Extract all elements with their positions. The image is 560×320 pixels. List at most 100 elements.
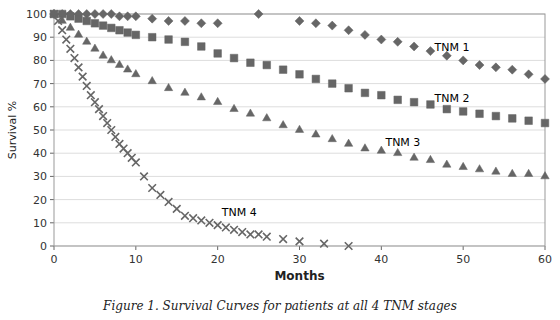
tick-label: 20 — [33, 194, 47, 207]
point — [99, 112, 107, 120]
point — [99, 22, 107, 30]
point — [344, 139, 352, 146]
tick-label: 40 — [33, 147, 47, 160]
point — [91, 44, 99, 51]
point — [75, 64, 83, 72]
point — [148, 14, 157, 23]
annotation: TNM 1 — [434, 41, 470, 54]
point — [295, 125, 303, 132]
point — [180, 16, 189, 25]
tick-label: 70 — [33, 78, 47, 91]
point — [197, 93, 205, 100]
point — [124, 29, 132, 37]
point — [361, 144, 369, 151]
tick-label: 100 — [26, 8, 47, 21]
point — [83, 82, 91, 90]
point — [378, 91, 386, 99]
tick-label: 60 — [538, 253, 552, 266]
point — [206, 219, 214, 227]
tick-label: 50 — [456, 253, 470, 266]
point — [181, 38, 189, 46]
point — [443, 160, 451, 167]
point — [230, 54, 238, 62]
y-axis-label: Survival % — [6, 101, 19, 159]
point — [541, 172, 549, 179]
point — [393, 37, 402, 46]
point — [492, 167, 500, 174]
point — [230, 226, 238, 234]
tick-label: 10 — [129, 253, 143, 266]
point — [312, 75, 320, 83]
point — [164, 83, 172, 90]
point — [107, 24, 115, 32]
point — [58, 26, 66, 34]
tick — [299, 246, 300, 250]
point — [410, 153, 418, 160]
point — [279, 235, 287, 243]
point — [410, 98, 418, 106]
point — [255, 231, 263, 239]
tick-label: 0 — [40, 240, 47, 253]
point — [116, 26, 124, 34]
point — [181, 212, 189, 220]
point — [491, 63, 500, 72]
point — [263, 233, 271, 241]
point — [426, 155, 434, 162]
point — [295, 16, 304, 25]
tick-label: 90 — [33, 31, 47, 44]
point — [50, 10, 58, 18]
point — [66, 23, 74, 30]
point — [79, 73, 87, 81]
point — [112, 133, 120, 141]
point — [377, 35, 386, 44]
point — [508, 115, 516, 123]
point — [140, 173, 148, 181]
point — [123, 65, 131, 72]
point — [214, 221, 222, 229]
title: Figure 1. Survival Curves for patients a… — [102, 299, 457, 313]
tick — [50, 106, 54, 107]
point — [320, 240, 328, 248]
tick-label: 40 — [374, 253, 388, 266]
point — [132, 31, 140, 39]
point — [67, 45, 75, 53]
point — [99, 10, 108, 19]
point — [197, 19, 206, 28]
point — [91, 19, 99, 27]
point — [443, 105, 451, 113]
point — [103, 119, 111, 127]
point — [107, 126, 115, 134]
point — [213, 97, 221, 104]
point — [525, 117, 533, 125]
point — [524, 169, 532, 176]
point — [475, 61, 484, 70]
point — [246, 109, 254, 116]
tick-label: 60 — [33, 101, 47, 114]
point — [345, 84, 353, 92]
point — [115, 60, 123, 67]
tick — [217, 246, 218, 250]
point — [361, 89, 369, 97]
point — [524, 70, 533, 79]
annotation: TNM 3 — [384, 136, 420, 149]
tick — [50, 83, 54, 84]
tick-label: 10 — [33, 217, 47, 230]
point — [360, 30, 369, 39]
plot-area — [50, 9, 550, 250]
point — [54, 17, 62, 25]
point — [90, 10, 99, 19]
tick — [50, 37, 54, 38]
point — [214, 50, 222, 58]
point — [459, 56, 468, 65]
point — [311, 19, 320, 28]
point — [459, 162, 467, 169]
tick-label: 30 — [293, 253, 307, 266]
grid-line — [54, 222, 545, 223]
annotation: TNM 4 — [221, 206, 257, 219]
point — [83, 37, 91, 44]
point — [247, 59, 255, 67]
point — [296, 71, 304, 79]
grid-line — [54, 60, 545, 61]
grid-line — [54, 176, 545, 177]
point — [123, 12, 132, 21]
